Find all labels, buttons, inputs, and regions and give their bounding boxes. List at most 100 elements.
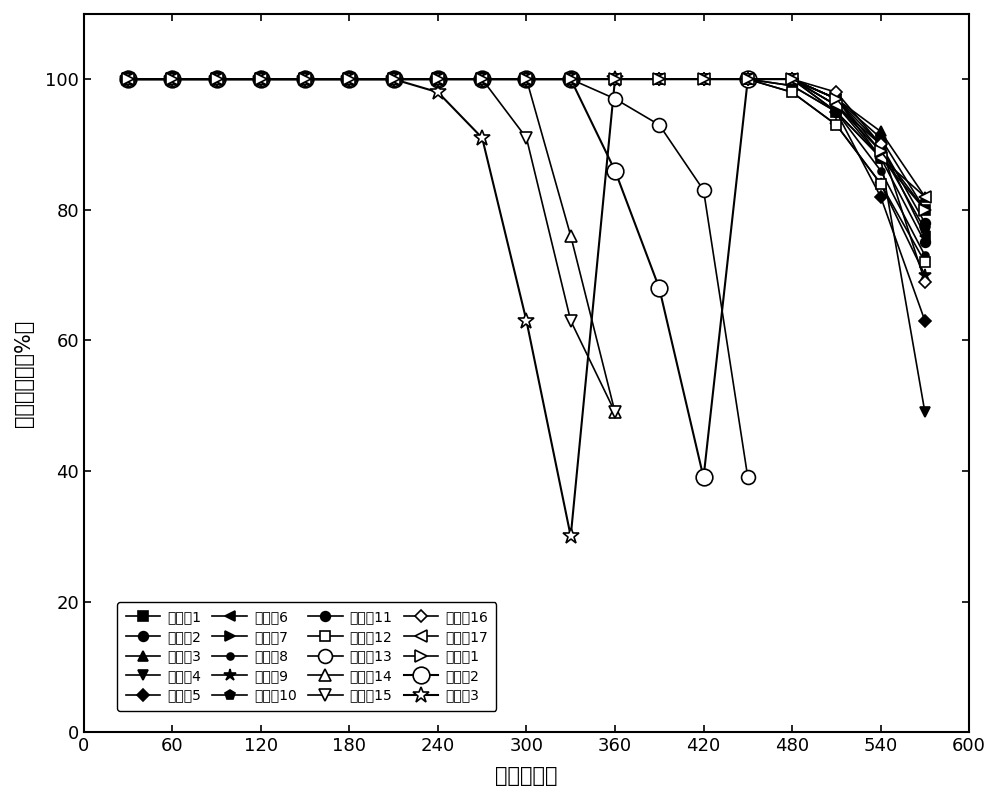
实施例10 [565, 74, 577, 84]
Line: 实施例12: 实施例12 [123, 74, 930, 267]
实施例9 [343, 74, 355, 84]
实施例12 [432, 74, 444, 84]
实施例7 [565, 74, 577, 84]
实施例5 [609, 74, 621, 84]
实施例16 [520, 74, 532, 84]
对比例1 [830, 94, 842, 103]
实施例1 [830, 107, 842, 117]
X-axis label: 时间（分）: 时间（分） [495, 766, 558, 786]
实施例14 [343, 74, 355, 84]
对比例1 [166, 74, 178, 84]
实施例9 [919, 270, 931, 280]
实施例6 [875, 140, 887, 150]
实施例7 [388, 74, 400, 84]
实施例5 [166, 74, 178, 84]
实施例6 [565, 74, 577, 84]
实施例7 [742, 74, 754, 84]
实施例2 [786, 74, 798, 84]
实施例8 [742, 74, 754, 84]
实施例12 [830, 120, 842, 130]
实施例2 [742, 74, 754, 84]
实施例11 [919, 238, 931, 247]
对比例3 [343, 74, 355, 84]
对比例2 [432, 74, 444, 84]
实施例6 [476, 74, 488, 84]
实施例12 [255, 74, 267, 84]
实施例15 [255, 74, 267, 84]
实施例6 [211, 74, 223, 84]
实施例7 [343, 74, 355, 84]
对比例2 [166, 74, 178, 84]
对比例1 [255, 74, 267, 84]
实施例13 [343, 74, 355, 84]
实施例8 [299, 74, 311, 84]
实施例7 [122, 74, 134, 84]
实施例3 [432, 74, 444, 84]
实施例15 [476, 74, 488, 84]
实施例2 [653, 74, 665, 84]
实施例13 [565, 74, 577, 84]
实施例3 [122, 74, 134, 84]
实施例8 [520, 74, 532, 84]
实施例6 [122, 74, 134, 84]
实施例4 [875, 153, 887, 162]
对比例1 [432, 74, 444, 84]
实施例15 [565, 316, 577, 326]
实施例12 [211, 74, 223, 84]
对比例1 [609, 74, 621, 84]
实施例8 [122, 74, 134, 84]
实施例16 [166, 74, 178, 84]
实施例10 [742, 74, 754, 84]
对比例1 [299, 74, 311, 84]
实施例16 [742, 74, 754, 84]
实施例15 [166, 74, 178, 84]
实施例14 [122, 74, 134, 84]
实施例17 [299, 74, 311, 84]
实施例10 [211, 74, 223, 84]
实施例10 [520, 74, 532, 84]
对比例2 [211, 74, 223, 84]
实施例5 [388, 74, 400, 84]
实施例13 [742, 473, 754, 482]
实施例11 [609, 74, 621, 84]
实施例11 [653, 74, 665, 84]
对比例1 [698, 74, 710, 84]
实施例10 [919, 225, 931, 234]
实施例7 [166, 74, 178, 84]
实施例1 [609, 74, 621, 84]
Legend: 实施例1, 实施例2, 实施例3, 实施例4, 实施例5, 实施例6, 实施例7, 实施例8, 实施例9, 实施例10, 实施例11, 实施例12, 实施例13: 实施例1, 实施例2, 实施例3, 实施例4, 实施例5, 实施例6, 实施例7… [117, 602, 496, 711]
实施例3 [786, 74, 798, 84]
实施例17 [875, 153, 887, 162]
实施例10 [786, 74, 798, 84]
实施例12 [786, 87, 798, 97]
实施例9 [653, 74, 665, 84]
实施例8 [875, 166, 887, 175]
实施例4 [166, 74, 178, 84]
实施例9 [742, 74, 754, 84]
实施例17 [211, 74, 223, 84]
实施例8 [388, 74, 400, 84]
实施例16 [255, 74, 267, 84]
实施例17 [388, 74, 400, 84]
对比例2 [520, 74, 532, 84]
实施例6 [520, 74, 532, 84]
实施例14 [388, 74, 400, 84]
实施例17 [786, 74, 798, 84]
实施例17 [830, 101, 842, 110]
实施例13 [432, 74, 444, 84]
对比例3 [520, 316, 532, 326]
实施例7 [698, 74, 710, 84]
实施例1 [742, 74, 754, 84]
实施例9 [255, 74, 267, 84]
实施例9 [875, 179, 887, 189]
实施例4 [343, 74, 355, 84]
实施例4 [299, 74, 311, 84]
实施例1 [520, 74, 532, 84]
实施例4 [388, 74, 400, 84]
实施例4 [742, 74, 754, 84]
对比例3 [211, 74, 223, 84]
实施例6 [653, 74, 665, 84]
实施例11 [166, 74, 178, 84]
实施例10 [343, 74, 355, 84]
实施例3 [609, 74, 621, 84]
